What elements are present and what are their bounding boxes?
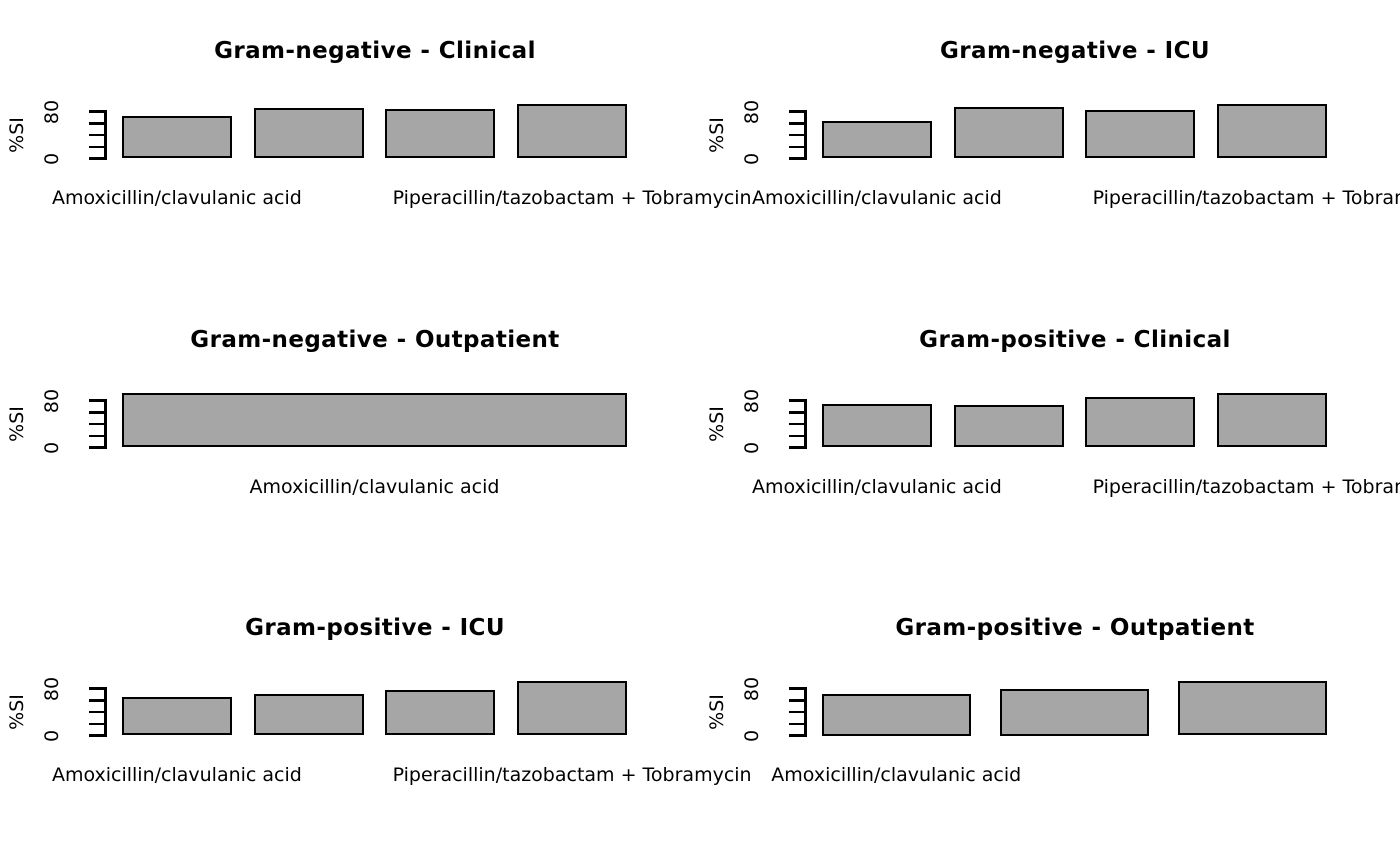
x-tick-label: Amoxicillin/clavulanic acid: [51, 187, 302, 209]
y-axis-tick: [789, 110, 804, 113]
x-tick-label: Amoxicillin/clavulanic acid: [51, 764, 302, 786]
y-tick-label: 0: [41, 152, 63, 165]
y-axis-line: [104, 110, 107, 160]
chart-title: Gram-negative - ICU: [940, 38, 1210, 64]
y-axis-tick: [89, 446, 104, 449]
y-axis-tick: [89, 110, 104, 113]
x-tick-label: Amoxicillin/clavulanic acid: [771, 764, 1022, 786]
chart-panel: Gram-negative - ICU %SI 0 80 Amoxicillin/cla…: [700, 0, 1400, 289]
bar: [517, 103, 627, 159]
bar: [822, 694, 971, 736]
y-tick-label: 80: [741, 676, 763, 701]
y-axis-tick: [789, 722, 804, 725]
bar: [1085, 110, 1196, 159]
y-axis-label: %SI: [706, 694, 728, 730]
y-axis-line: [804, 687, 807, 737]
x-tick-label: Amoxicillin/clavulanic acid: [751, 187, 1002, 209]
chart-panel: Gram-positive - ICU %SI 0 80 Amoxicillin/cla…: [0, 577, 752, 866]
y-axis-tick: [89, 133, 104, 137]
y-axis-tick: [89, 434, 104, 437]
y-tick-label: 80: [41, 676, 63, 701]
bar: [253, 693, 364, 736]
y-axis-label: %SI: [6, 694, 28, 730]
y-axis-label: %SI: [706, 406, 728, 442]
bar: [385, 109, 496, 159]
y-axis-label: %SI: [706, 117, 728, 153]
bar: [122, 696, 232, 736]
x-tick-label: Amoxicillin/clavulanic acid: [751, 476, 1002, 498]
y-axis-line: [804, 110, 807, 160]
y-axis-tick: [89, 722, 104, 725]
bar: [1085, 396, 1196, 448]
bar: [253, 107, 364, 159]
chart-title: Gram-positive - ICU: [245, 615, 505, 641]
y-axis-line: [104, 399, 107, 449]
y-axis-tick: [789, 687, 804, 690]
y-tick-label: 80: [741, 388, 763, 413]
y-axis-tick: [789, 434, 804, 437]
y-tick-label: 0: [741, 152, 763, 165]
chart-title: Gram-negative - Outpatient: [190, 327, 560, 353]
y-axis-tick: [789, 734, 804, 737]
y-axis-tick: [789, 145, 804, 148]
x-tick-label: Piperacillin/tazobactam + Tobramycin: [1092, 187, 1400, 209]
bar: [122, 115, 232, 159]
y-axis-tick: [789, 699, 804, 702]
y-tick-label: 0: [741, 441, 763, 454]
y-tick-label: 80: [41, 99, 63, 124]
y-axis-tick: [789, 133, 804, 137]
y-axis-tick: [89, 145, 104, 148]
y-tick-label: 0: [41, 441, 63, 454]
y-axis-tick: [789, 157, 804, 160]
y-axis-label: %SI: [6, 406, 28, 442]
y-axis-tick: [89, 687, 104, 690]
bar: [385, 690, 496, 736]
y-axis-tick: [89, 699, 104, 702]
y-tick-label: 80: [741, 99, 763, 124]
y-tick-label: 80: [41, 388, 63, 413]
x-tick-label: Amoxicillin/clavulanic acid: [249, 476, 500, 498]
chart-panel: Gram-positive - Clinical %SI 0 80 Amoxicilli…: [700, 289, 1400, 578]
x-tick-label: Piperacillin/tazobactam + Tobramycin: [392, 187, 752, 209]
y-axis-tick: [89, 157, 104, 160]
y-axis-line: [104, 687, 107, 737]
y-axis-line: [804, 399, 807, 449]
y-tick-label: 0: [741, 729, 763, 742]
y-axis-tick: [89, 122, 104, 125]
bar: [953, 106, 1064, 159]
y-axis-label: %SI: [6, 117, 28, 153]
y-axis-tick: [89, 399, 104, 402]
bar: [1217, 104, 1327, 159]
chart-title: Gram-positive - Outpatient: [895, 615, 1255, 641]
y-axis-tick: [789, 411, 804, 414]
y-axis-tick: [789, 122, 804, 125]
bar: [1000, 688, 1149, 736]
y-axis-tick: [89, 710, 104, 714]
y-axis-tick: [789, 399, 804, 402]
y-axis-tick: [789, 422, 804, 426]
bar: [122, 392, 627, 448]
chart-panel: Gram-negative - Clinical %SI 0 80 Amoxicilli…: [0, 0, 752, 289]
chart-title: Gram-positive - Clinical: [919, 327, 1231, 353]
bar: [822, 120, 932, 159]
bar: [1178, 680, 1327, 736]
x-tick-label: Piperacillin/tazobactam + Tobramycin: [1092, 476, 1400, 498]
bar: [517, 681, 627, 736]
bar: [822, 404, 932, 448]
bar: [1217, 393, 1327, 448]
y-axis-tick: [789, 710, 804, 714]
y-axis-tick: [89, 734, 104, 737]
y-axis-tick: [89, 422, 104, 426]
y-axis-tick: [89, 411, 104, 414]
y-tick-label: 0: [41, 729, 63, 742]
x-tick-label: Piperacillin/tazobactam + Tobramycin: [392, 764, 752, 786]
chart-title: Gram-negative - Clinical: [214, 38, 536, 64]
chart-panel: Gram-positive - Outpatient %SI 0 80 Amoxicil…: [700, 577, 1400, 866]
y-axis-tick: [789, 446, 804, 449]
chart-panel: Gram-negative - Outpatient %SI 0 80 Amoxicil…: [0, 289, 700, 578]
bar: [953, 405, 1064, 448]
